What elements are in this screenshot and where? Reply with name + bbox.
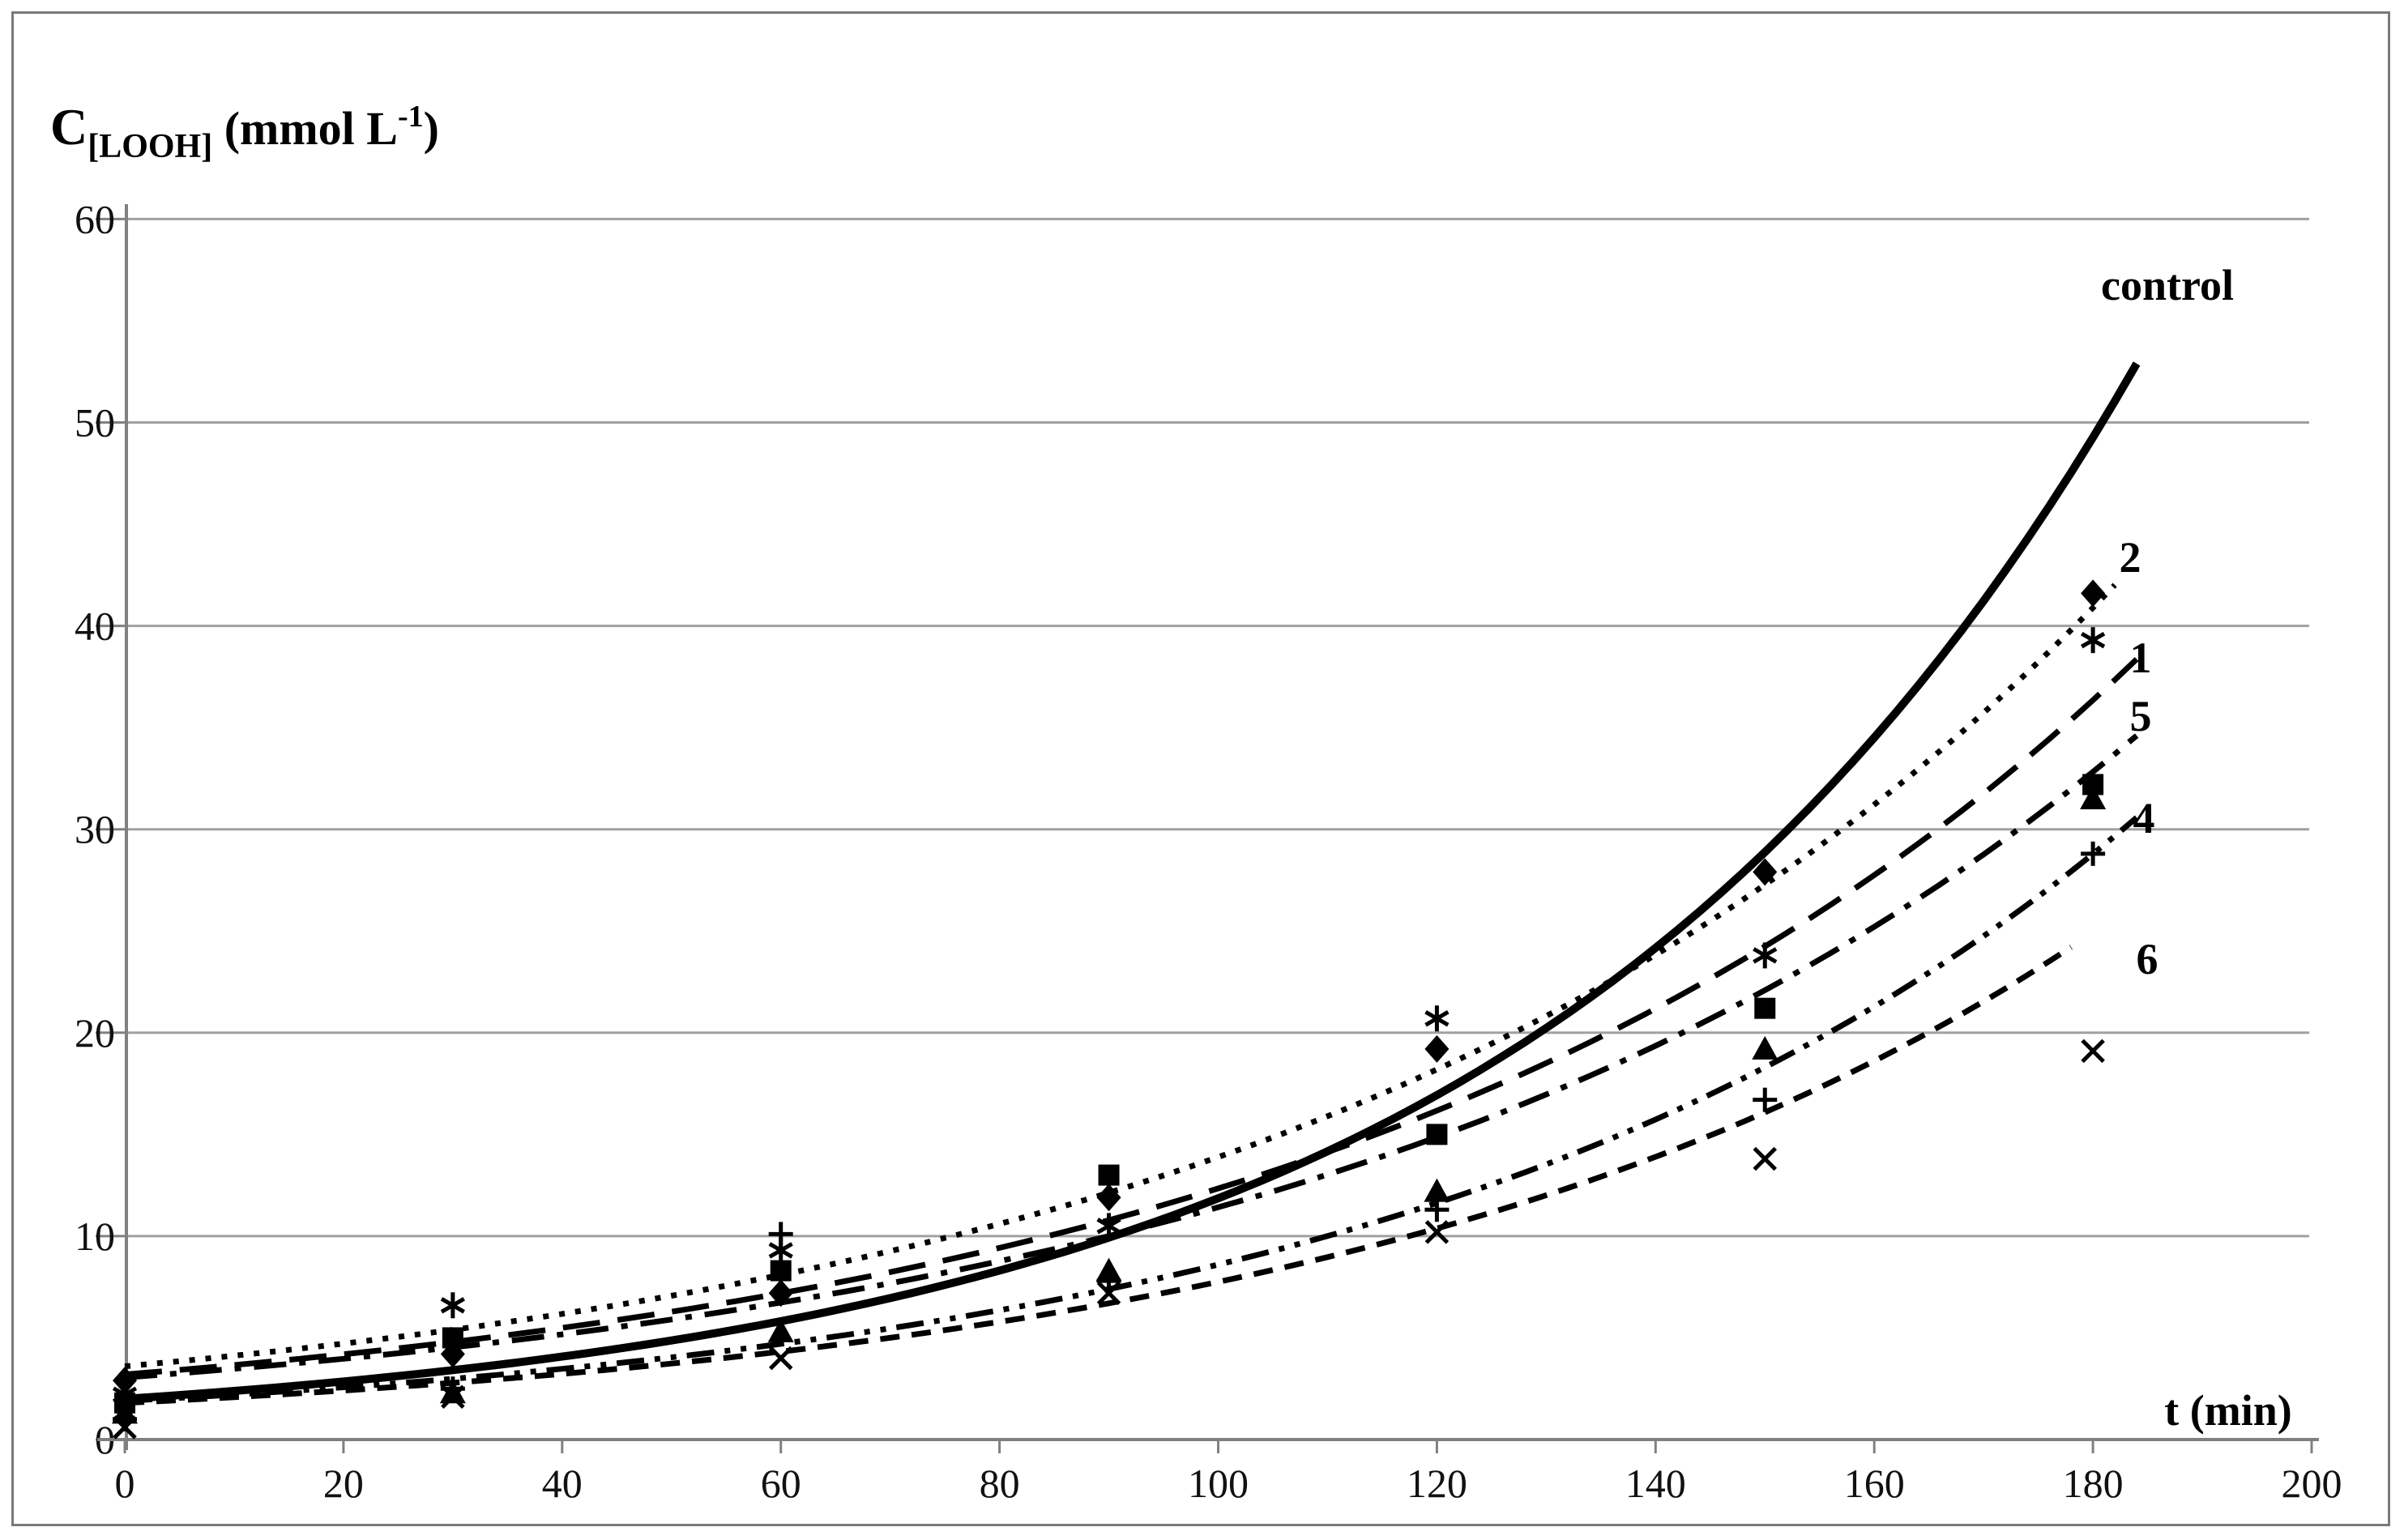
y-tick-label-40: 40 [75,604,115,649]
y-axis-title-main: C [50,98,88,156]
series-6-marker-xcross [1424,1220,1450,1244]
series-4-marker-triangle [2080,786,2107,810]
series-plus-marker-plus [1424,1197,1450,1222]
series-4-marker-triangle [767,1318,794,1342]
series-2-marker-diamond [1096,1184,1121,1212]
y-axis-title-units: (mmol L [212,102,398,155]
series-6-marker-xcross [1424,1220,1450,1244]
series-5-marker-square [442,1327,463,1349]
series-5-marker-square [1754,997,1776,1019]
x-tick-label-60: 60 [761,1461,801,1506]
series-4-marker-triangle [1752,1035,1778,1060]
series-control-curve [124,361,2141,1403]
y-tick-label-20: 20 [75,1010,115,1056]
series-2-marker-diamond [1424,1034,1450,1063]
series-1-curve [124,657,2139,1378]
series-2-marker-diamond [2081,579,2106,608]
series-1-marker-asterisk [440,1292,465,1319]
series-5-marker-square [442,1327,463,1349]
x-tick-label-20: 20 [323,1461,364,1506]
series-1-marker-asterisk [440,1297,465,1314]
series-2-marker-diamond [2081,579,2106,608]
series-plus-marker-plus [2081,841,2106,866]
series-2-marker-diamond [1096,1184,1121,1212]
series-plus-marker-plus [768,1222,793,1247]
series-label-6: 6 [2136,935,2158,983]
series-2-marker-diamond [768,1279,793,1308]
x-axis-title: t (min) [2164,1386,2292,1435]
series-1-marker-asterisk [1424,1010,1450,1027]
series-6-curve [124,945,2073,1406]
x-tick-label-180: 180 [2063,1461,2124,1506]
series-5-marker-square [1098,1164,1120,1186]
series-5-marker-square [1426,1124,1448,1145]
x-tick-label-140: 140 [1625,1461,1686,1506]
series-6-marker-xcross [441,1384,465,1410]
series-label-5: 5 [2129,692,2152,740]
series-2-marker-diamond [1424,1034,1450,1063]
series-2-marker-diamond [113,1367,137,1395]
y-tick-label-10: 10 [75,1214,115,1259]
series-6-marker-xcross [441,1384,465,1410]
series-4-marker-triangle [1424,1178,1450,1202]
series-label-2: 2 [2119,533,2141,582]
series-plus-marker-plus [1753,1087,1778,1112]
series-6-marker-xcross [768,1346,793,1371]
series-4-marker-triangle [1752,1035,1778,1060]
y-tick-label-50: 50 [75,400,115,446]
series-6-marker-xcross [1753,1146,1778,1171]
series-1-marker-asterisk [1753,947,1778,964]
series-2-marker-diamond [113,1367,137,1395]
series-4-marker-triangle [2080,786,2107,810]
series-4-marker-triangle [767,1318,794,1342]
series-1-marker-asterisk [768,1242,793,1259]
series-2-marker-diamond [1753,858,1778,886]
series-6-marker-xcross [113,1415,137,1440]
y-axis-title-superscript: -1 [397,100,424,134]
series-5-marker-square [1754,997,1776,1019]
series-1-marker-asterisk [2080,627,2106,654]
x-tick-label-80: 80 [980,1461,1020,1506]
series-1-marker-asterisk [1096,1213,1121,1239]
series-5-marker-square [770,1260,792,1282]
figure-border [11,11,2390,1526]
x-tick-label-40: 40 [542,1461,583,1506]
series-6-marker-xcross [113,1415,137,1440]
series-2-marker-diamond [1753,858,1778,886]
series-1-marker-asterisk [2080,632,2106,649]
series-6-marker-xcross [1096,1281,1121,1305]
series-5-marker-square [1426,1124,1448,1145]
series-label-1: 1 [2129,633,2152,682]
x-tick-label-100: 100 [1188,1461,1249,1506]
y-axis-title: C[LOOH] (mmol L-1) [50,97,439,165]
y-axis-title-close: ) [423,102,439,155]
series-2-marker-diamond [768,1279,793,1308]
x-tick-label-0: 0 [115,1461,135,1506]
y-axis-title-subscript: [LOOH] [88,128,213,165]
series-label-control: control [2101,261,2234,309]
series-6-marker-xcross [2081,1039,2105,1064]
series-label-4: 4 [2133,794,2155,843]
y-tick-label-60: 60 [75,196,115,241]
series-6-marker-xcross [2081,1039,2105,1064]
series-plus-marker-plus [1096,1269,1121,1294]
series-1-marker-asterisk [1753,942,1778,969]
series-2-curve [124,582,2117,1370]
series-6-marker-xcross [768,1346,793,1371]
series-5-marker-square [1098,1164,1120,1186]
y-tick-label-30: 30 [75,807,115,852]
x-tick-label-160: 160 [1844,1461,1905,1506]
series-1-marker-asterisk [1424,1005,1450,1032]
series-4-curve [124,815,2139,1404]
series-4-marker-triangle [1424,1178,1450,1202]
x-tick-label-120: 120 [1407,1461,1467,1506]
series-6-marker-xcross [1096,1281,1121,1305]
x-tick-label-200: 200 [2282,1461,2342,1506]
series-6-marker-xcross [1753,1146,1778,1171]
series-1-marker-asterisk [1096,1218,1121,1235]
series-5-marker-square [770,1260,792,1282]
